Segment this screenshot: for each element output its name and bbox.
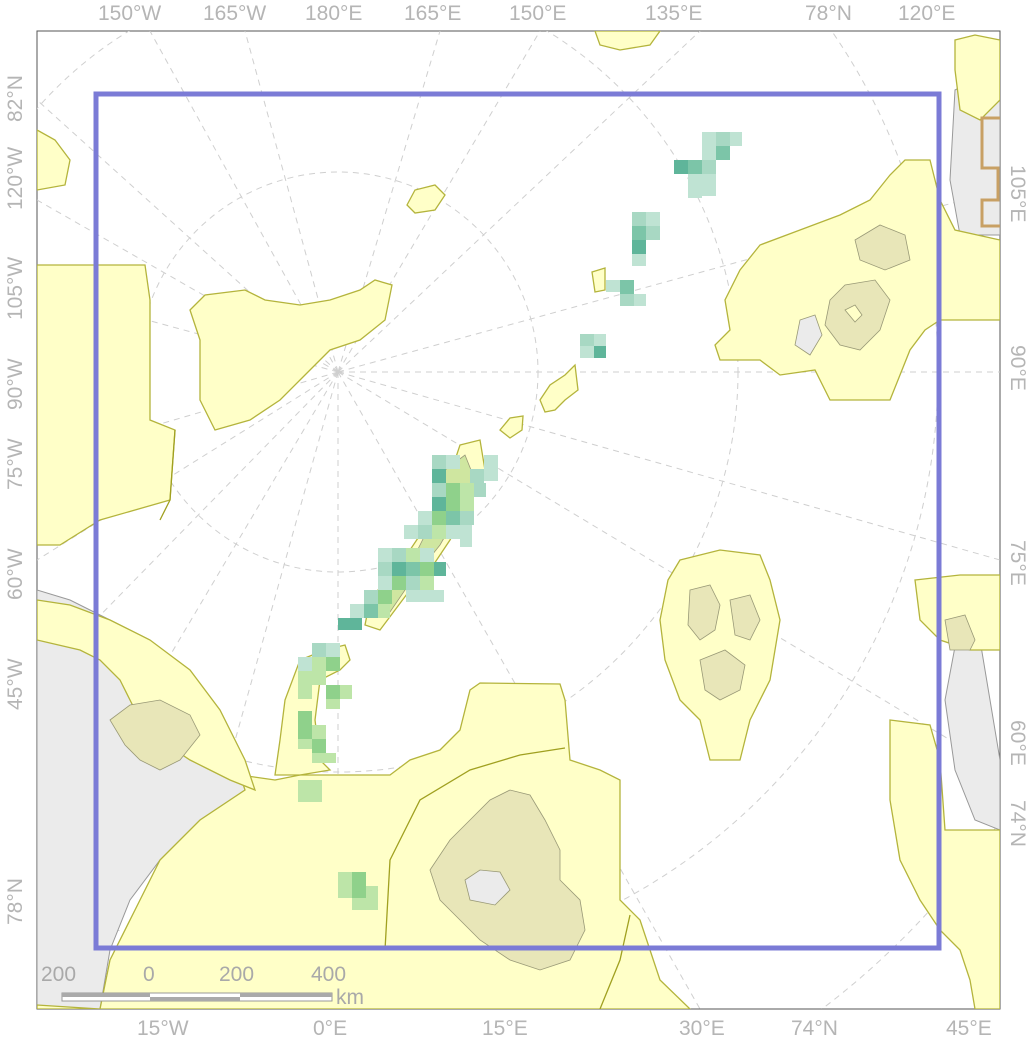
label-bottom-74n: 74°N xyxy=(791,1017,838,1040)
label-left-82n: 82°N xyxy=(4,75,27,122)
island-fj-3 xyxy=(699,649,746,701)
scale-tick-200: 200 xyxy=(219,963,255,986)
label-top-78n: 78°N xyxy=(805,2,852,25)
label-left-105w: 105°W xyxy=(4,256,27,320)
zone-central-arm xyxy=(189,279,393,431)
label-top-180e: 180°E xyxy=(305,2,363,25)
zone-right-south xyxy=(889,719,1000,1009)
label-top-165e: 165°E xyxy=(404,2,462,25)
zone-right-mid xyxy=(914,574,1000,651)
label-bottom-45e: 45°E xyxy=(946,1017,992,1040)
island-svalbard-lake xyxy=(464,869,511,906)
survey-grid-cells xyxy=(298,132,742,910)
boundary-lines xyxy=(159,429,631,1009)
scale-tick-400: 400 xyxy=(311,963,347,986)
label-top-135e: 135°E xyxy=(645,2,703,25)
label-bottom-15w: 15°W xyxy=(137,1017,189,1040)
brown-boundary xyxy=(980,116,1000,228)
label-right-90e: 90°E xyxy=(1006,345,1029,391)
label-left-78n: 78°N xyxy=(4,878,27,925)
island-fj-1 xyxy=(687,584,721,641)
island-svalbard xyxy=(429,789,586,971)
label-left-60w: 60°W xyxy=(4,548,27,600)
label-top-165w: 165°W xyxy=(203,2,267,25)
novaya-zemlya-land xyxy=(944,618,1000,831)
label-left-120w: 120°W xyxy=(4,146,27,210)
zone-right-edge xyxy=(954,34,1000,121)
island-sz-lake xyxy=(794,314,823,356)
zone-ridge-c xyxy=(539,363,579,413)
label-top-120e: 120°E xyxy=(898,2,956,25)
label-left-45w: 45°W xyxy=(4,658,27,710)
island-sz-3 xyxy=(844,304,863,323)
island-right-nz xyxy=(944,614,976,651)
label-top-150w: 150°W xyxy=(98,2,162,25)
label-right-75e: 75°E xyxy=(1006,540,1029,586)
label-right-60e: 60°E xyxy=(1006,720,1029,766)
zone-ridge-e xyxy=(591,267,606,293)
scale-bar xyxy=(61,992,333,1002)
label-top-150e: 150°E xyxy=(509,2,567,25)
zone-ridge-d xyxy=(499,415,524,439)
scale-tick-0: 0 xyxy=(143,963,155,986)
island-sz-1 xyxy=(854,224,911,271)
zone-top-strip xyxy=(594,31,661,51)
label-bottom-0e: 0°E xyxy=(313,1017,348,1040)
label-bottom-30e: 30°E xyxy=(679,1017,725,1040)
label-right-74n: 74°N xyxy=(1006,800,1029,847)
label-left-90w: 90°W xyxy=(4,358,27,410)
island-greenland-fjord xyxy=(109,699,201,771)
zone-top-island xyxy=(406,184,446,214)
label-right-105e: 105°E xyxy=(1006,165,1029,223)
zone-left-top xyxy=(37,129,71,191)
scale-tick-200-left: 200 xyxy=(41,963,77,986)
scale-unit: km xyxy=(336,986,364,1009)
label-left-75w: 75°W xyxy=(4,438,27,490)
island-fj-2 xyxy=(729,594,761,641)
label-bottom-15e: 15°E xyxy=(482,1017,528,1040)
study-area-box xyxy=(93,91,942,951)
zone-greenland-coast xyxy=(37,599,257,792)
